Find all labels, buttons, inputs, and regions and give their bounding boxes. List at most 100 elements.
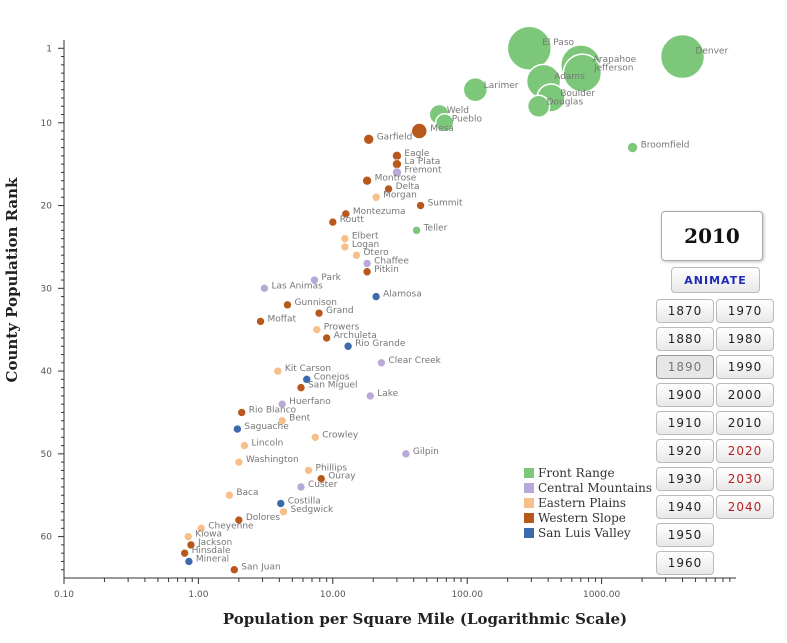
data-point[interactable] [276, 499, 286, 508]
data-point[interactable] [233, 424, 242, 434]
point-label: Larimer [484, 81, 519, 91]
legend-swatch [524, 468, 534, 478]
data-point[interactable] [240, 441, 249, 450]
data-point[interactable] [343, 341, 353, 351]
point-label: Hinsdale [192, 546, 231, 556]
data-point[interactable] [410, 122, 429, 140]
year-button-1980[interactable]: 1980 [716, 327, 774, 351]
animate-button[interactable]: ANIMATE [671, 267, 760, 293]
data-point[interactable] [627, 142, 638, 153]
year-button-1880[interactable]: 1880 [656, 327, 714, 351]
point-label: Fremont [404, 165, 442, 175]
data-point[interactable] [377, 358, 386, 368]
year-button-2010[interactable]: 2010 [716, 411, 774, 435]
data-point[interactable] [526, 94, 551, 118]
point-label: Cheyenne [208, 521, 254, 531]
data-point[interactable] [316, 474, 326, 483]
y-tick-label: 10 [41, 119, 53, 129]
year-button-2030[interactable]: 2030 [716, 467, 774, 491]
data-point[interactable] [392, 167, 402, 178]
data-point[interactable] [362, 259, 372, 268]
data-point[interactable] [371, 192, 381, 202]
point-label: Gilpin [413, 447, 439, 457]
year-button-1960[interactable]: 1960 [656, 551, 714, 575]
data-point[interactable] [371, 292, 381, 301]
data-point[interactable] [312, 325, 322, 334]
data-point[interactable] [279, 507, 288, 517]
point-label: Park [321, 273, 341, 283]
data-point[interactable] [296, 383, 306, 392]
year-button-1910[interactable]: 1910 [656, 411, 714, 435]
data-point[interactable] [180, 548, 189, 558]
data-point[interactable] [562, 53, 603, 93]
data-point[interactable] [234, 515, 244, 525]
data-point[interactable] [283, 300, 292, 310]
data-point[interactable] [384, 184, 393, 194]
point-label: Arapahoe [593, 55, 637, 65]
data-point[interactable] [196, 524, 206, 533]
year-button-1990[interactable]: 1990 [716, 355, 774, 379]
data-point[interactable] [392, 159, 402, 169]
y-axis-ticks: 1 10 20 30 40 50 60 [41, 44, 64, 571]
point-label: Gunnison [294, 298, 337, 308]
data-point[interactable] [277, 416, 287, 426]
point-label: Phillips [316, 463, 348, 473]
year-button-1930[interactable]: 1930 [656, 467, 714, 491]
data-point[interactable] [401, 449, 411, 459]
data-point[interactable] [363, 134, 375, 145]
data-point[interactable] [365, 391, 375, 401]
year-button-2000[interactable]: 2000 [716, 383, 774, 407]
data-point[interactable] [260, 284, 269, 293]
data-point[interactable] [314, 308, 324, 318]
year-button-1890[interactable]: 1890 [656, 355, 714, 379]
data-point[interactable] [256, 317, 265, 326]
data-point[interactable] [341, 209, 351, 219]
data-point[interactable] [328, 217, 338, 227]
year-button-2040[interactable]: 2040 [716, 495, 774, 519]
data-point[interactable] [183, 532, 193, 541]
data-point[interactable] [302, 375, 312, 384]
data-point[interactable] [310, 275, 319, 285]
point-label: Montrose [375, 174, 417, 184]
y-axis-title: County Population Rank [3, 177, 21, 383]
data-point[interactable] [277, 399, 287, 409]
data-point[interactable] [352, 250, 361, 260]
data-point[interactable] [186, 540, 196, 550]
legend-label: Eastern Plains [538, 496, 626, 510]
data-point[interactable] [225, 490, 234, 500]
legend-label: Western Slope [538, 511, 626, 525]
point-label: San Juan [241, 563, 280, 573]
data-point[interactable] [310, 432, 320, 442]
data-point[interactable] [230, 565, 239, 575]
point-label: Dolores [246, 513, 280, 523]
year-button-1920[interactable]: 1920 [656, 439, 714, 463]
data-point[interactable] [434, 113, 455, 133]
data-point[interactable] [273, 366, 283, 376]
data-point[interactable] [362, 175, 372, 186]
data-point[interactable] [362, 267, 372, 277]
data-point[interactable] [234, 457, 244, 467]
point-label: Jefferson [593, 63, 634, 73]
data-point[interactable] [237, 408, 247, 417]
data-point[interactable] [462, 76, 489, 103]
data-point[interactable] [659, 33, 706, 80]
data-point[interactable] [322, 333, 331, 343]
year-button-1870[interactable]: 1870 [656, 299, 714, 323]
data-point[interactable] [392, 151, 402, 161]
data-point[interactable] [184, 557, 194, 566]
year-button-1940[interactable]: 1940 [656, 495, 714, 519]
point-label: Broomfield [641, 141, 690, 151]
data-point[interactable] [412, 226, 421, 235]
year-button-1950[interactable]: 1950 [656, 523, 714, 547]
year-button-1970[interactable]: 1970 [716, 299, 774, 323]
data-point[interactable] [416, 201, 425, 210]
data-point[interactable] [340, 242, 350, 252]
data-point[interactable] [296, 482, 306, 492]
year-button-1900[interactable]: 1900 [656, 383, 714, 407]
axes [63, 40, 736, 579]
data-point[interactable] [304, 466, 313, 475]
data-point[interactable] [340, 234, 350, 243]
year-button-2020[interactable]: 2020 [716, 439, 774, 463]
data-point[interactable] [506, 25, 553, 72]
